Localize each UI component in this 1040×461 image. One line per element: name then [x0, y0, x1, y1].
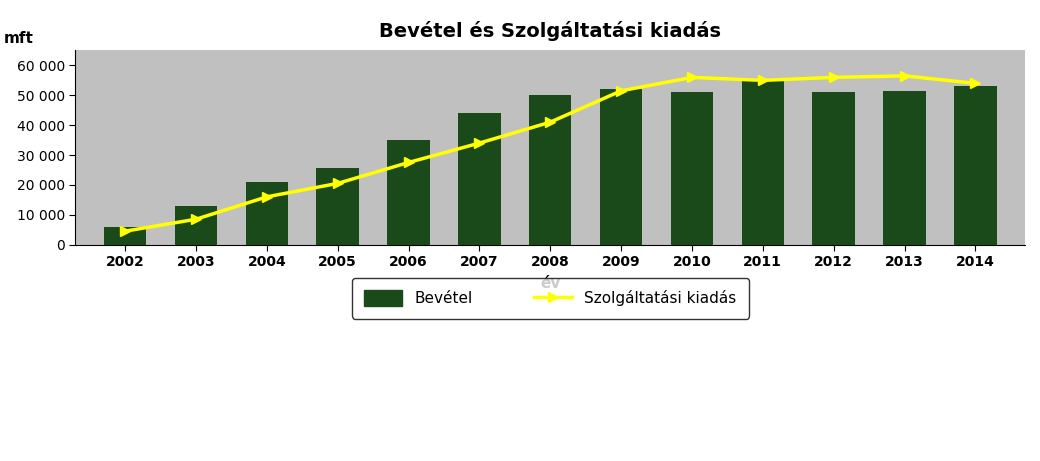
- Legend: Bevétel, Szolgáltatási kiadás: Bevétel, Szolgáltatási kiadás: [352, 278, 749, 319]
- Bar: [458, 113, 500, 245]
- Bar: [883, 91, 926, 245]
- X-axis label: év: év: [540, 276, 561, 291]
- Bar: [954, 86, 996, 245]
- Bar: [245, 182, 288, 245]
- Bar: [175, 206, 217, 245]
- Bar: [671, 92, 713, 245]
- Bar: [600, 89, 643, 245]
- Bar: [742, 79, 784, 245]
- Text: mft: mft: [4, 31, 34, 46]
- Bar: [387, 140, 430, 245]
- Bar: [812, 92, 855, 245]
- Bar: [316, 168, 359, 245]
- Bar: [104, 227, 147, 245]
- Title: Bevétel és Szolgáltatási kiadás: Bevétel és Szolgáltatási kiadás: [380, 21, 721, 41]
- Bar: [529, 95, 572, 245]
